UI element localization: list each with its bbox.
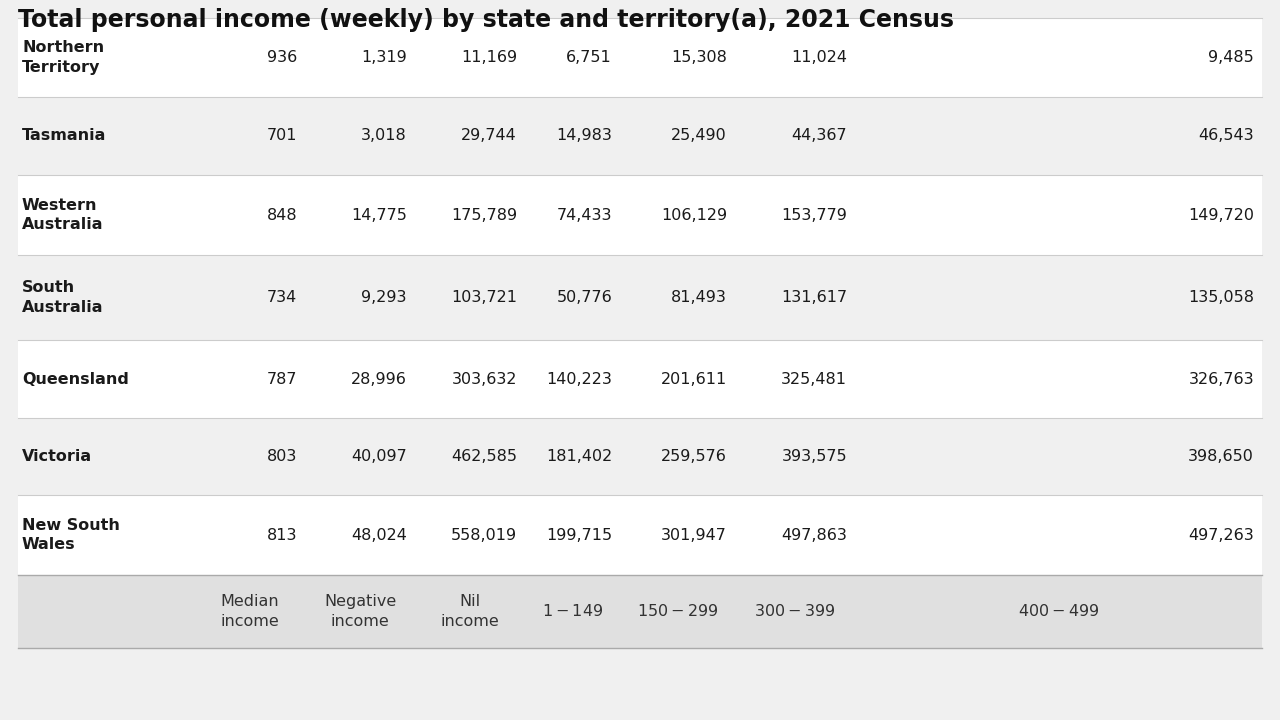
Text: Western
Australia: Western Australia [22, 197, 104, 233]
Text: 462,585: 462,585 [451, 449, 517, 464]
Text: 497,263: 497,263 [1188, 528, 1254, 542]
Text: South
Australia: South Australia [22, 280, 104, 315]
Text: 201,611: 201,611 [660, 372, 727, 387]
Text: 14,983: 14,983 [556, 128, 612, 143]
Bar [18, 175, 1262, 255]
Text: 326,763: 326,763 [1188, 372, 1254, 387]
Text: 181,402: 181,402 [545, 449, 612, 464]
Text: Victoria: Victoria [22, 449, 92, 464]
Text: 813: 813 [266, 528, 297, 542]
Text: 734: 734 [266, 290, 297, 305]
Text: 199,715: 199,715 [545, 528, 612, 542]
Text: 48,024: 48,024 [351, 528, 407, 542]
Text: Northern
Territory: Northern Territory [22, 40, 104, 75]
Text: 803: 803 [266, 449, 297, 464]
Text: $400-$499: $400-$499 [1018, 603, 1100, 619]
Text: Total personal income (weekly) by state and territory(a), 2021 Census: Total personal income (weekly) by state … [18, 8, 954, 32]
Text: Nil
income: Nil income [440, 594, 499, 629]
Text: 106,129: 106,129 [660, 207, 727, 222]
Text: 140,223: 140,223 [547, 372, 612, 387]
Bar [18, 495, 1262, 575]
Text: 40,097: 40,097 [351, 449, 407, 464]
Text: 701: 701 [266, 128, 297, 143]
Text: 9,485: 9,485 [1208, 50, 1254, 65]
Text: 153,779: 153,779 [781, 207, 847, 222]
Text: 3,018: 3,018 [361, 128, 407, 143]
Text: Negative
income: Negative income [324, 594, 396, 629]
Text: 936: 936 [266, 50, 297, 65]
Text: 9,293: 9,293 [361, 290, 407, 305]
Text: $150-$299: $150-$299 [637, 603, 718, 619]
Text: Queensland: Queensland [22, 372, 129, 387]
Text: New South
Wales: New South Wales [22, 518, 120, 552]
Text: 6,751: 6,751 [566, 50, 612, 65]
Text: Tasmania: Tasmania [22, 128, 106, 143]
Text: $1-$149: $1-$149 [541, 603, 603, 619]
Bar [18, 97, 1262, 175]
Bar [18, 0, 1262, 18]
Text: 393,575: 393,575 [781, 449, 847, 464]
Text: Median
income: Median income [220, 594, 279, 629]
Text: 1,319: 1,319 [361, 50, 407, 65]
Text: 74,433: 74,433 [557, 207, 612, 222]
Bar [18, 255, 1262, 340]
Text: 50,776: 50,776 [557, 290, 612, 305]
Text: 135,058: 135,058 [1188, 290, 1254, 305]
Text: 301,947: 301,947 [662, 528, 727, 542]
Text: 259,576: 259,576 [662, 449, 727, 464]
Bar [18, 575, 1262, 648]
Text: 15,308: 15,308 [671, 50, 727, 65]
Text: 149,720: 149,720 [1188, 207, 1254, 222]
Bar [18, 340, 1262, 418]
Text: 303,632: 303,632 [452, 372, 517, 387]
Text: 398,650: 398,650 [1188, 449, 1254, 464]
Text: 497,863: 497,863 [781, 528, 847, 542]
Text: 46,543: 46,543 [1198, 128, 1254, 143]
Bar [18, 418, 1262, 495]
Text: 787: 787 [266, 372, 297, 387]
Text: 131,617: 131,617 [781, 290, 847, 305]
Text: 25,490: 25,490 [671, 128, 727, 143]
Text: 175,789: 175,789 [451, 207, 517, 222]
Text: 81,493: 81,493 [671, 290, 727, 305]
Text: 325,481: 325,481 [781, 372, 847, 387]
Text: 558,019: 558,019 [451, 528, 517, 542]
Text: 14,775: 14,775 [351, 207, 407, 222]
Text: 848: 848 [266, 207, 297, 222]
Text: $300-$399: $300-$399 [754, 603, 836, 619]
Text: 28,996: 28,996 [351, 372, 407, 387]
Text: 11,169: 11,169 [461, 50, 517, 65]
Bar [18, 18, 1262, 97]
Text: 44,367: 44,367 [791, 128, 847, 143]
Text: 11,024: 11,024 [791, 50, 847, 65]
Text: 103,721: 103,721 [451, 290, 517, 305]
Text: 29,744: 29,744 [461, 128, 517, 143]
